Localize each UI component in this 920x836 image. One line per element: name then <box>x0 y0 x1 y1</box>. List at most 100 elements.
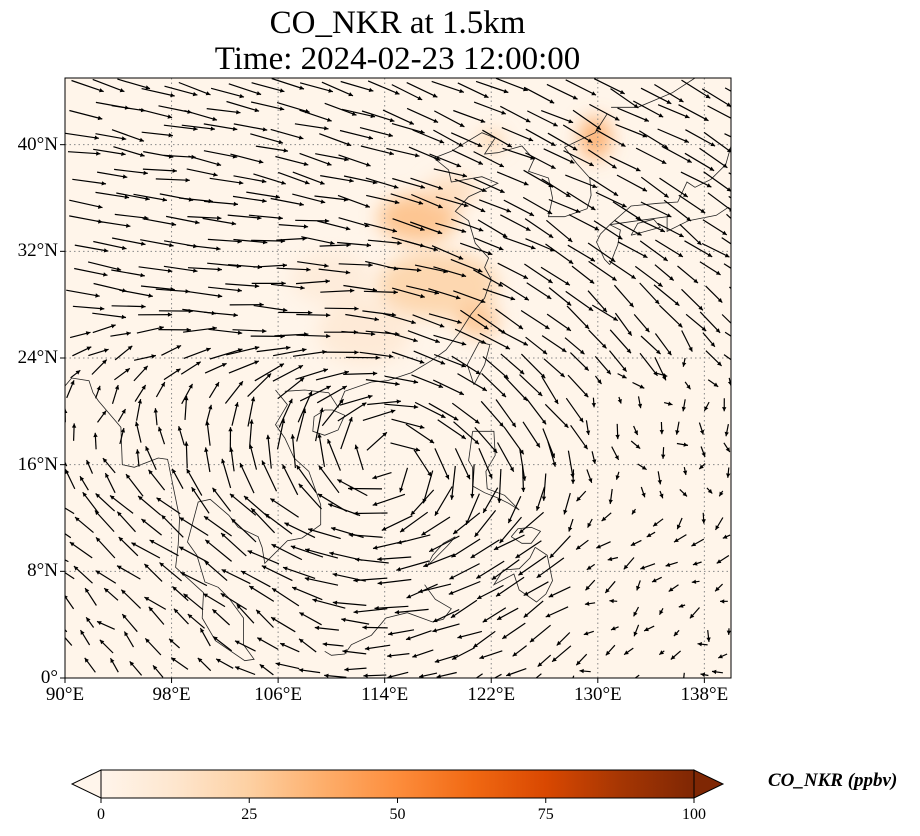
wind-arrow <box>637 463 647 471</box>
wind-arrow <box>155 381 166 398</box>
wind-arrow <box>197 657 212 672</box>
wind-arrow <box>434 486 453 517</box>
wind-arrow <box>527 110 558 127</box>
wind-arrow <box>525 128 556 147</box>
wind-arrow <box>654 239 684 258</box>
colorbar-tick-label-25: 25 <box>241 806 258 823</box>
wind-arrow <box>186 244 221 251</box>
wind-arrow <box>473 151 505 168</box>
wind-arrow <box>723 354 731 361</box>
wind-arrow <box>366 194 400 205</box>
wind-arrow <box>408 146 441 161</box>
wind-arrow <box>365 177 399 189</box>
wind-arrow <box>271 543 303 561</box>
wind-arrow <box>359 351 394 359</box>
wind-arrow <box>585 579 596 591</box>
wind-arrow <box>254 363 285 382</box>
wind-arrow <box>548 287 572 306</box>
wind-arrow <box>134 384 147 402</box>
wind-arrow <box>604 580 616 594</box>
wind-arrow <box>525 152 556 170</box>
wind-arrow <box>211 608 231 626</box>
wind-arrow <box>520 353 546 379</box>
wind-arrow <box>221 458 232 489</box>
wind-arrow <box>92 78 125 93</box>
wind-arrow <box>348 532 383 538</box>
wind-arrow <box>705 350 723 367</box>
wind-arrow <box>318 465 340 494</box>
wind-arrow <box>297 261 329 268</box>
wind-arrow <box>723 263 731 269</box>
wind-arrow <box>451 218 484 232</box>
wind-arrow <box>384 375 419 384</box>
wind-arrow <box>247 373 272 398</box>
wind-arrow <box>299 82 334 93</box>
wind-arrow <box>338 154 371 167</box>
wind-arrow <box>253 304 288 313</box>
wind-arrow <box>199 627 211 647</box>
wind-arrow <box>111 304 146 309</box>
wind-arrow <box>668 584 679 592</box>
wind-arrow <box>177 426 185 446</box>
wind-arrow <box>681 288 704 311</box>
wind-arrow <box>66 289 100 298</box>
wind-arrow <box>701 512 706 524</box>
wind-arrow <box>294 123 329 131</box>
wind-arrow <box>133 365 149 382</box>
wind-arrow <box>145 445 157 471</box>
wind-arrow <box>95 536 116 559</box>
wind-arrow <box>131 542 161 559</box>
wind-arrow <box>156 497 181 515</box>
wind-arrow <box>431 80 465 93</box>
wind-arrow <box>633 624 640 637</box>
wind-arrow <box>296 313 331 318</box>
wind-arrow <box>670 650 681 660</box>
wind-arrow <box>635 217 666 233</box>
wind-arrow <box>125 473 144 497</box>
wind-arrow <box>374 605 409 611</box>
wind-arrow <box>569 352 590 372</box>
wind-arrow <box>563 492 571 515</box>
wind-arrow <box>457 373 488 392</box>
wind-arrow <box>474 510 497 538</box>
wind-arrow <box>653 284 680 307</box>
wind-arrow <box>187 215 222 221</box>
wind-arrow <box>562 124 593 144</box>
wind-arrow <box>363 673 387 678</box>
wind-arrow <box>292 349 327 357</box>
wind-arrow <box>453 290 486 303</box>
colorbar-ticks <box>100 798 695 803</box>
wind-arrow <box>299 152 332 166</box>
wind-arrow <box>120 589 142 609</box>
wind-arrow <box>572 109 602 131</box>
wind-arrow <box>414 401 446 419</box>
wind-arrow <box>617 373 627 379</box>
wind-arrow <box>636 580 641 591</box>
wind-arrow <box>412 314 445 328</box>
wind-arrow <box>298 668 321 674</box>
colorbar-max-extension <box>693 769 725 799</box>
wind-arrow <box>457 630 483 639</box>
wind-arrow <box>324 350 359 355</box>
wind-arrow <box>364 644 391 651</box>
wind-arrow <box>178 546 209 563</box>
wind-arrow <box>377 578 412 586</box>
wind-arrow <box>612 201 642 221</box>
wind-arrow <box>588 260 617 282</box>
wind-arrow <box>337 402 367 422</box>
wind-arrow <box>476 584 504 600</box>
wind-arrow <box>663 199 692 222</box>
wind-arrow <box>676 517 683 530</box>
wind-arrow <box>473 101 507 115</box>
wind-arrow <box>454 178 487 193</box>
wind-arrow <box>451 355 481 375</box>
wind-arrow <box>392 218 425 231</box>
wind-arrow <box>405 240 439 252</box>
wind-arrow <box>482 607 507 623</box>
lon-label-106: 106°E <box>254 684 302 705</box>
wind-arrow <box>153 408 158 426</box>
wind-arrow <box>203 311 238 318</box>
wind-arrow <box>451 149 484 165</box>
wind-arrow <box>701 242 730 258</box>
wind-arrow <box>84 587 97 606</box>
